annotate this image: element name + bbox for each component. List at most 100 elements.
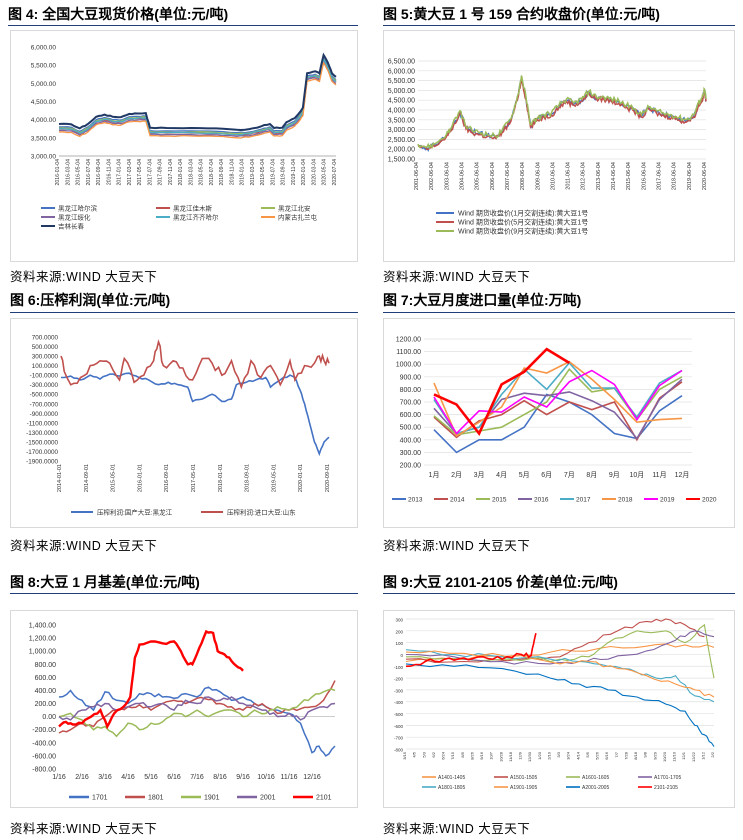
fig8-legend-label: 2001 — [260, 795, 276, 802]
fig5-legend-label: Wind 期货收盘价(1月交割连续):黄大豆1号 — [458, 209, 588, 218]
fig6-xtick-label: 2014-09-01 — [84, 464, 90, 492]
fig9-xtick-label: 10/28 — [498, 751, 503, 762]
fig4-xtick-label: 2016-07-04 — [86, 159, 92, 186]
fig7-ytick-label: 400.00 — [400, 437, 422, 444]
fig9-ytick-label: 0 — [400, 653, 403, 658]
fig7-source: 资料来源:WIND 大豆天下 — [383, 539, 531, 553]
fig9-xtick-label: 1/12 — [700, 751, 705, 760]
fig9-xtick-label: 7/7 — [614, 751, 619, 757]
fig6-source: 资料来源:WIND 大豆天下 — [10, 539, 158, 553]
fig8-ytick-label: -600.00 — [32, 753, 56, 760]
fig6-ytick-label: -1500.0000 — [26, 439, 58, 446]
fig7-xtick-label: 3月 — [474, 471, 485, 479]
fig4-legend-label: 内蒙古扎兰屯 — [278, 213, 318, 222]
fig7-xtick-label: 7月 — [564, 471, 575, 479]
fig8-legend-label: 1701 — [92, 795, 108, 802]
fig6-ytick-label: -300.0000 — [30, 382, 59, 389]
fig9-chart: -800 -700 -600 -500 -400 -300 -200 -100 0 100 200 3… — [394, 618, 715, 792]
fig9-ytick-label: -400 — [394, 700, 404, 705]
fig8-xtick-label: 12/16 — [303, 774, 321, 781]
fig5-ytick-label: 5,000.00 — [388, 88, 415, 95]
fig6-title: 图 6:压榨利润(单位:元/吨) — [10, 292, 171, 308]
fig4-xtick-label: 2016-11-04 — [106, 159, 112, 185]
fig9-legend-label: A1501-1505 — [510, 775, 537, 781]
fig9-xtick-label: 9/29 — [652, 751, 657, 760]
fig8-legend-label: 1901 — [204, 795, 220, 802]
fig4-legend-label: 黑龙江北安 — [278, 204, 311, 213]
fig9-xtick-label: 10/7 — [489, 751, 494, 760]
fig7-ytick-label: 200.00 — [400, 463, 422, 470]
fig7-chart-frame: 200.00 300.00 400.00 500.00 600.00 700.00 800.… — [383, 318, 735, 528]
fig9-xtick-label: 5/3 — [421, 751, 426, 757]
fig4-legend-label: 黑龙江哈尔滨 — [58, 204, 98, 213]
fig4-series-line-4 — [58, 59, 337, 138]
fig4-xtick-label: 2018-07-04 — [209, 159, 215, 186]
fig8-xtick-label: 2/16 — [75, 774, 89, 781]
fig9-ytick-label: -600 — [394, 724, 404, 729]
fig9-xtick-label: 8/18 — [633, 751, 638, 760]
fig4-chart-frame: 3,000.00 3,500.00 4,000.00 4,500.00 5,000.00… — [10, 30, 358, 262]
fig7-legend-label: 2018 — [618, 497, 633, 504]
fig8-series-line-2101 — [58, 629, 244, 730]
fig7-xtick-label: 5月 — [519, 471, 530, 479]
fig7-series-line-2019 — [433, 369, 683, 435]
fig5-xtick-label: 2019-06-04 — [687, 162, 693, 190]
fig9-ytick-label: -700 — [394, 736, 404, 741]
fig7-ytick-label: 1200.00 — [396, 337, 421, 344]
fig9-xtick-label: 3/3 — [556, 751, 561, 757]
fig6-xtick-label: 2015-05-01 — [111, 464, 117, 492]
fig6-ytick-label: -100.0000 — [30, 373, 59, 380]
fig9-legend-label: 2101-2105 — [654, 785, 678, 791]
fig8-xtick-label: 1/16 — [52, 774, 66, 781]
fig9-series-line-A2001-2005 — [405, 663, 715, 747]
fig7-ytick-label: 700.00 — [400, 400, 422, 407]
fig9-xtick-label: 4/5 — [412, 751, 417, 757]
fig5-chart: 1,500.00 2,000.00 2,500.00 3,000.00 3,500.00… — [388, 59, 708, 236]
fig8-legend-label: 1801 — [148, 795, 164, 802]
fig8-source: 资料来源:WIND 大豆天下 — [10, 822, 158, 836]
fig4-xtick-label: 2017-05-04 — [137, 159, 143, 186]
fig6-ytick-label: -700.0000 — [30, 401, 59, 408]
fig7-legend-label: 2016 — [534, 497, 549, 504]
fig9-series-line-A1801-1805 — [405, 649, 715, 703]
fig4-ytick-label: 4,000.00 — [31, 117, 57, 124]
fig9-xtick-label: 12/30 — [527, 751, 532, 762]
fig4-xtick-label: 2019-05-04 — [260, 159, 266, 186]
fig5-xtick-label: 2001-06-04 — [414, 162, 420, 190]
fig9-ytick-label: 100 — [395, 641, 403, 646]
fig4-title: 图 4: 全国大豆现货价格(单位:元/吨) — [8, 6, 229, 22]
fig4-series-line-7 — [58, 52, 337, 132]
fig8-ytick-label: 200.00 — [35, 701, 57, 708]
fig6-series-line-1 — [61, 372, 330, 457]
fig7-xtick-label: 2月 — [451, 471, 462, 479]
fig9-ytick-label: -500 — [394, 712, 404, 717]
fig4-xtick-label: 2019-03-04 — [250, 159, 256, 186]
fig9-series-line-2101-2105 — [405, 633, 537, 668]
fig4-xtick-label: 2017-01-04 — [117, 159, 123, 186]
fig9-xtick-label: 1/20 — [537, 751, 542, 760]
fig4-xtick-label: 2018-11-04 — [229, 159, 235, 185]
fig9-legend-label: A1601-1605 — [582, 775, 609, 781]
fig6-xtick-label: 2020-01-01 — [298, 464, 304, 492]
fig6-ytick-label: 100.0000 — [32, 363, 59, 370]
fig4-ytick-label: 5,000.00 — [31, 81, 57, 88]
fig5-ytick-label: 3,500.00 — [388, 117, 415, 124]
fig9-xtick-label: 7/28 — [623, 751, 628, 760]
fig4-xtick-label: 2018-01-04 — [178, 159, 184, 186]
fig8-title: 图 8:大豆 1 月基差(单位:元/吨) — [10, 574, 200, 590]
fig5-xtick-label: 2004-06-04 — [459, 162, 465, 190]
fig9-ytick-label: 200 — [395, 629, 403, 634]
fig9-xtick-label: 8/26 — [469, 751, 474, 760]
fig4-xtick-label: 2018-05-04 — [199, 159, 205, 186]
fig7-series-line-2018 — [433, 360, 683, 438]
fig6-ytick-label: 500.0000 — [32, 344, 59, 351]
fig5-ytick-label: 6,500.00 — [388, 59, 415, 66]
fig8-xtick-label: 4/16 — [121, 774, 135, 781]
fig9-ytick-label: -800 — [394, 748, 404, 753]
fig9-xtick-label: 12/22 — [691, 751, 696, 762]
fig6-ytick-label: -900.0000 — [30, 411, 59, 418]
fig4-xtick-label: 2019-01-04 — [240, 159, 246, 186]
fig6-xtick-label: 2016-09-01 — [164, 464, 170, 492]
fig7-xtick-label: 6月 — [541, 471, 552, 479]
fig5-ytick-label: 3,000.00 — [388, 127, 415, 134]
